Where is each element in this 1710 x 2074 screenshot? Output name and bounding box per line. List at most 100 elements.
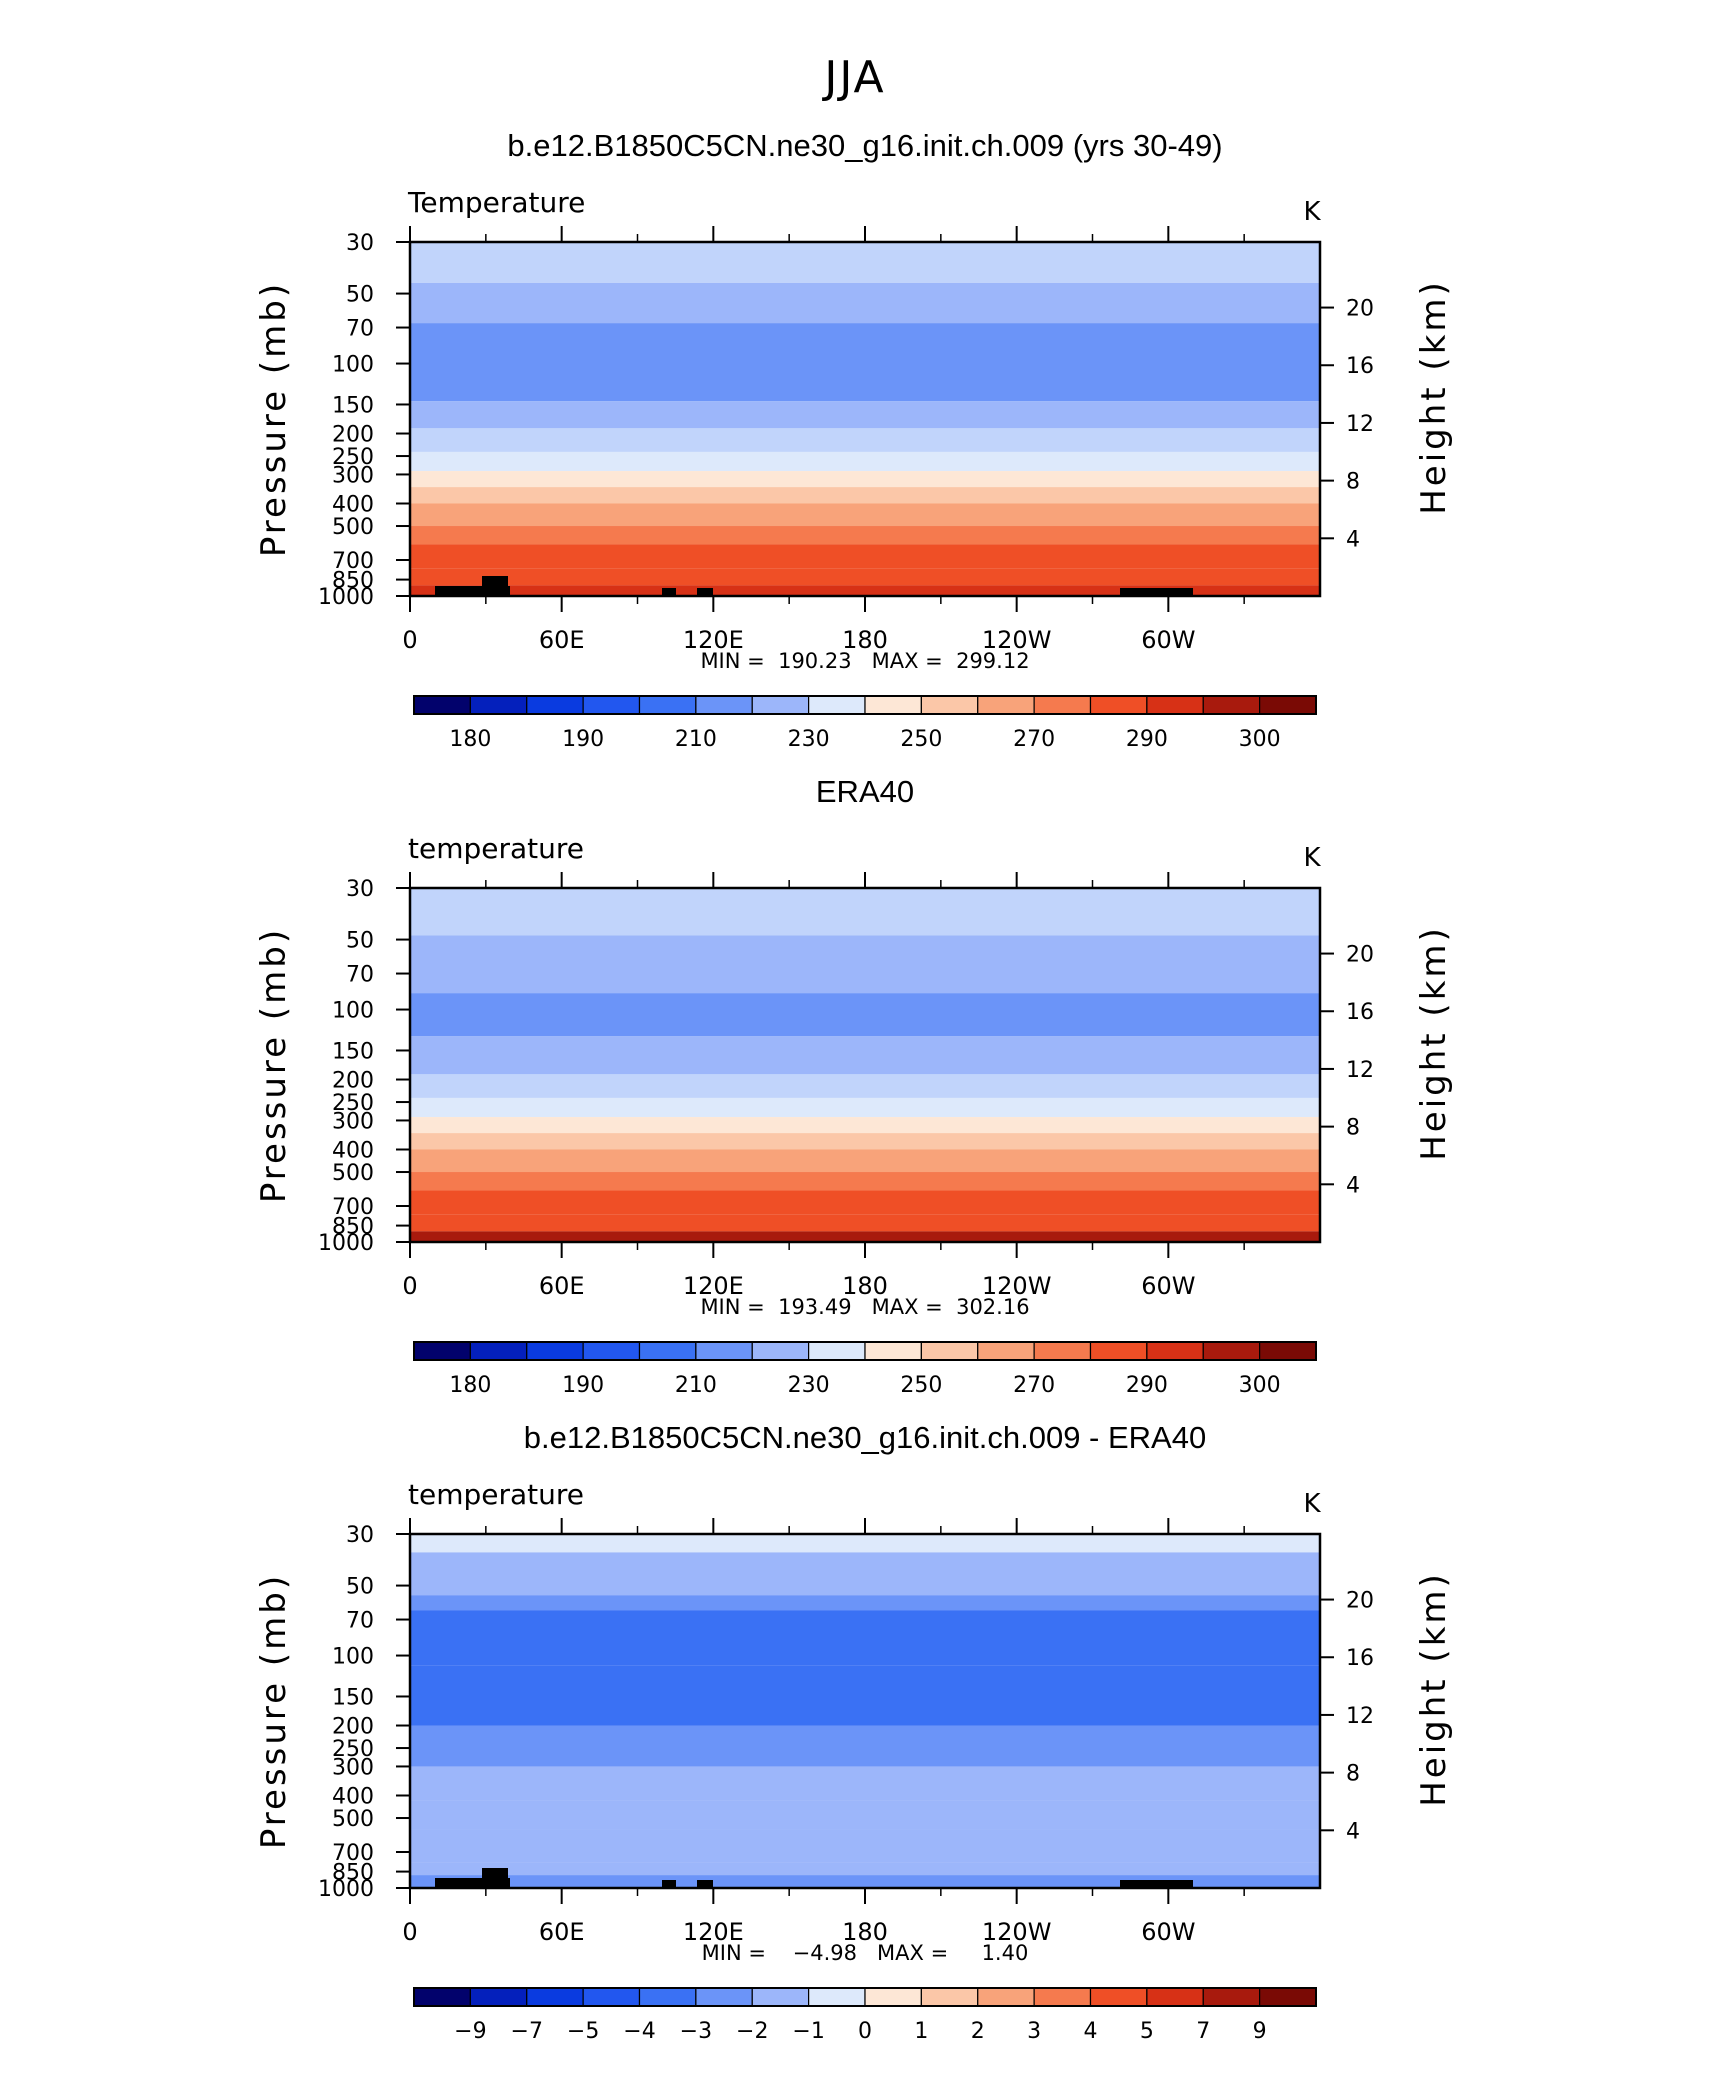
colorbar-label: 250	[900, 727, 942, 752]
colorbar-cell	[808, 1341, 866, 1361]
y-right-tick-label: 12	[1346, 412, 1374, 437]
colorbar-label: 1	[914, 2019, 928, 2044]
colorbar-cell	[638, 1341, 697, 1361]
y-right-axis-label: Height (km)	[1414, 279, 1454, 515]
colorbar-cell	[808, 1987, 866, 2007]
panel-left-label: temperature	[408, 832, 584, 865]
field-layer	[410, 1800, 1320, 1830]
y-tick-label: 150	[332, 1685, 374, 1710]
y-axis-label: Pressure (mb)	[254, 927, 294, 1203]
y-tick-label: 300	[332, 463, 374, 488]
panel-units: K	[1303, 843, 1321, 873]
y-right-tick-label: 8	[1346, 1116, 1360, 1141]
colorbar-cell	[582, 1341, 641, 1361]
field-layer	[410, 471, 1320, 488]
colorbar-label: 300	[1239, 1373, 1281, 1398]
field-layer	[410, 1214, 1320, 1232]
y-tick-label: 400	[332, 1138, 374, 1163]
x-tick-label: 180	[842, 626, 888, 654]
colorbar-cell	[920, 695, 979, 715]
y-right-tick-label: 20	[1346, 1589, 1374, 1614]
x-tick-label: 120E	[683, 626, 744, 654]
colorbar-cell	[638, 695, 697, 715]
y-tick-label: 200	[332, 1715, 374, 1740]
field-layer	[410, 1074, 1320, 1098]
y-tick-label: 70	[346, 1609, 374, 1634]
y-tick-label: 700	[332, 549, 374, 574]
field-layer	[410, 1534, 1320, 1553]
x-tick-label: 120W	[982, 626, 1052, 654]
field-layer	[410, 323, 1320, 402]
field-layer	[410, 1097, 1320, 1118]
colorbar-cell	[1033, 1987, 1092, 2007]
colorbar-cell	[1089, 695, 1148, 715]
colorbar-cell	[751, 1987, 810, 2007]
field-layer	[410, 282, 1320, 324]
topography-mask	[435, 1878, 510, 1888]
colorbar-label: 210	[675, 727, 717, 752]
colorbar-label: 190	[562, 1373, 604, 1398]
y-tick-label: 1000	[318, 585, 374, 610]
x-tick-label: 60W	[1141, 1918, 1195, 1946]
panel-units: K	[1303, 197, 1321, 227]
y-tick-label: 150	[332, 1039, 374, 1064]
topography-mask	[1120, 588, 1193, 596]
chart-panel-2: ERA40 temperature K 0 60E 120E 180 120W 60W 30 50 7…	[254, 774, 1454, 1398]
y-tick-label: 850	[332, 1215, 374, 1240]
topography-mask	[662, 588, 676, 596]
colorbar-label: −3	[680, 2019, 712, 2044]
y-axis-label: Pressure (mb)	[254, 281, 294, 557]
topography-mask	[482, 1868, 508, 1888]
field-layer	[410, 1862, 1320, 1876]
colorbar-cell	[1089, 1987, 1148, 2007]
colorbar-label: 270	[1013, 727, 1055, 752]
y-tick-label: 70	[346, 317, 374, 342]
field-layer	[410, 1766, 1320, 1801]
colorbar-cell	[1259, 1341, 1317, 1361]
colorbar-label: 230	[788, 727, 830, 752]
field-layer	[410, 1552, 1320, 1596]
field-layer	[410, 242, 1320, 283]
y-tick-label: 30	[346, 231, 374, 256]
y-tick-label: 850	[332, 1861, 374, 1886]
colorbar-cell	[469, 1987, 528, 2007]
field-layer	[410, 1036, 1320, 1075]
colorbar-label: −9	[454, 2019, 486, 2044]
y-right-axis-label: Height (km)	[1414, 925, 1454, 1161]
y-tick-label: 500	[332, 515, 374, 540]
y-right-tick-label: 8	[1346, 470, 1360, 495]
y-right-tick-label: 4	[1346, 1173, 1360, 1198]
y-tick-label: 30	[346, 1523, 374, 1548]
y-tick-label: 500	[332, 1807, 374, 1832]
colorbar-cell	[638, 1987, 697, 2007]
field-layer	[410, 1231, 1320, 1242]
colorbar-cell	[695, 695, 753, 715]
field-layer	[410, 568, 1320, 586]
y-tick-label: 50	[346, 283, 374, 308]
field-layer	[410, 526, 1320, 545]
y-tick-label: 250	[332, 1091, 374, 1116]
y-tick-label: 1000	[318, 1877, 374, 1902]
y-tick-label: 250	[332, 1737, 374, 1762]
topography-mask	[1120, 1880, 1193, 1888]
field-layer	[410, 1595, 1320, 1611]
colorbar-cell	[864, 1987, 922, 2007]
colorbar-cell	[920, 1987, 979, 2007]
field-layer	[410, 1725, 1320, 1767]
colorbar-cell	[977, 695, 1035, 715]
field-layer	[410, 993, 1320, 1037]
colorbar-cell	[1033, 695, 1092, 715]
x-tick-label: 120W	[982, 1272, 1052, 1300]
colorbar-cell	[1259, 1987, 1317, 2007]
stats-label: MIN = 190.23 MAX = 299.12	[700, 649, 1029, 673]
field-layer	[410, 428, 1320, 452]
field-layer	[410, 1610, 1320, 1666]
y-tick-label: 300	[332, 1109, 374, 1134]
y-tick-label: 1000	[318, 1231, 374, 1256]
colorbar-label: 300	[1239, 727, 1281, 752]
y-right-tick-label: 16	[1346, 1646, 1374, 1671]
field-layer	[410, 585, 1320, 596]
x-tick-label: 0	[402, 626, 417, 654]
y-right-tick-label: 16	[1346, 354, 1374, 379]
